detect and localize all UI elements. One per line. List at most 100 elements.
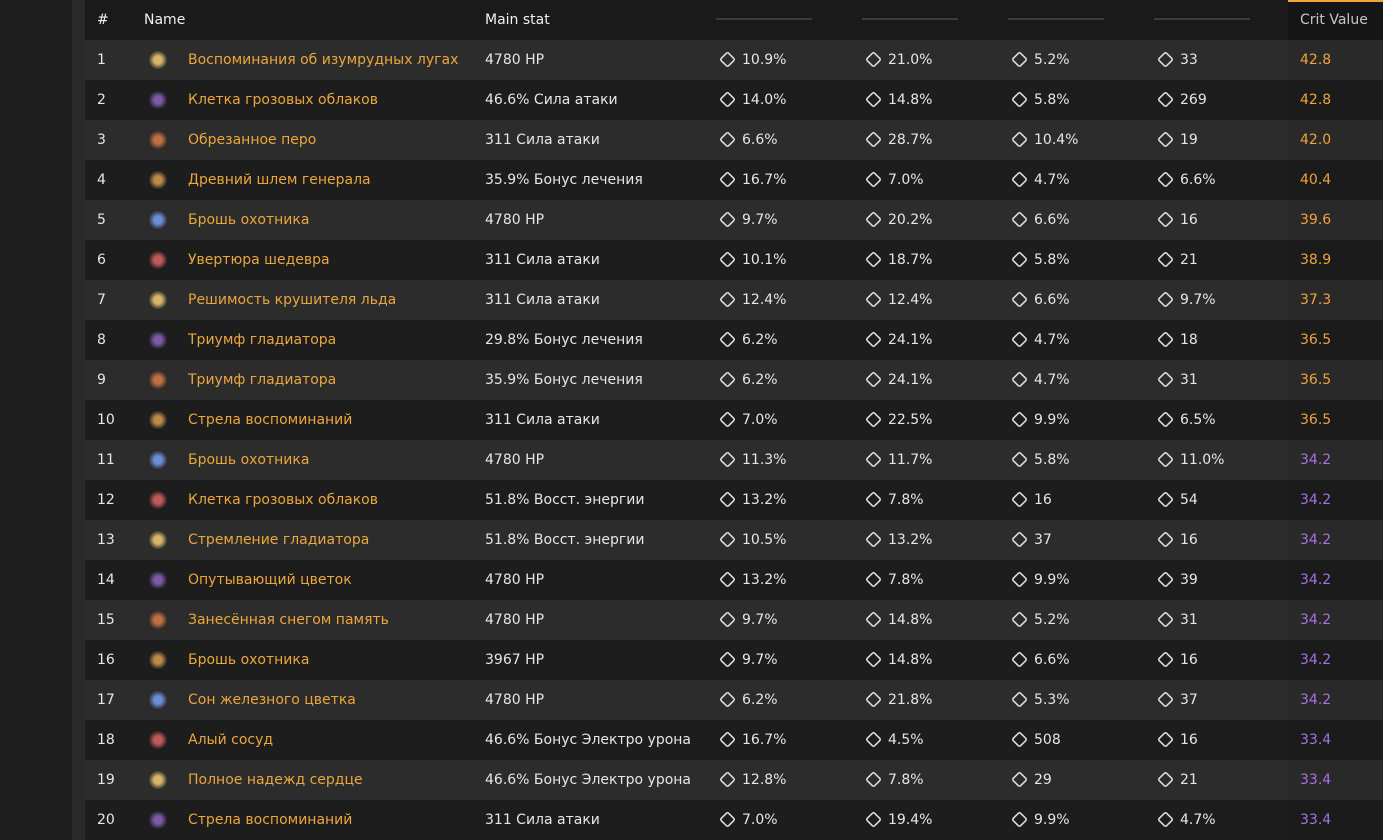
artifact-name[interactable]: Брошь охотника (188, 452, 310, 468)
artifact-name[interactable]: Воспоминания об изумрудных лугах (188, 52, 459, 68)
substat-value: 31 (1180, 612, 1198, 628)
artifact-icon (149, 771, 167, 789)
substat-value: 4.7% (1034, 332, 1070, 348)
substat-icon (1011, 131, 1028, 148)
artifact-icon (149, 811, 167, 829)
substat-value: 31 (1180, 372, 1198, 388)
artifact-icon (149, 491, 167, 509)
substat-value: 20.2% (888, 212, 933, 228)
table-row[interactable]: 2 Клетка грозовых облаков 46.6% Сила атаки… (85, 80, 1383, 120)
substat-icon (719, 691, 736, 708)
substat-icon (719, 811, 736, 828)
substat-value: 19 (1180, 132, 1198, 148)
substat-value: 37 (1034, 532, 1052, 548)
table-row[interactable]: 14 Опутывающий цветок 4780 HP 13.2% 7.8% 9.9%… (85, 560, 1383, 600)
substat-value: 13.2% (888, 532, 933, 548)
substat-icon (865, 611, 882, 628)
artifact-name[interactable]: Триумф гладиатора (188, 332, 337, 348)
substat-value: 6.6% (1034, 652, 1070, 668)
table-row[interactable]: 13 Стремление гладиатора 51.8% Восст. энер… (85, 520, 1383, 560)
substat-icon (1011, 571, 1028, 588)
substat-icon (719, 571, 736, 588)
substat-icon (1157, 611, 1174, 628)
substat-icon (865, 251, 882, 268)
artifact-icon (149, 171, 167, 189)
artifact-name[interactable]: Стрела воспоминаний (188, 812, 353, 828)
substat-value: 5.2% (1034, 52, 1070, 68)
table-row[interactable]: 8 Триумф гладиатора 29.8% Бонус лечения 6.2… (85, 320, 1383, 360)
table-row[interactable]: 15 Занесённая снегом память 4780 HP 9.7% 14.… (85, 600, 1383, 640)
crit-value: 39.6 (1300, 212, 1332, 228)
table-row[interactable]: 9 Триумф гладиатора 35.9% Бонус лечения 6.2… (85, 360, 1383, 400)
header-cv[interactable]: Crit Value (1300, 12, 1368, 28)
artifact-name[interactable]: Стрела воспоминаний (188, 412, 353, 428)
header-main[interactable]: Main stat (485, 12, 550, 28)
crit-value: 36.5 (1300, 372, 1332, 388)
artifact-name[interactable]: Увертюра шедевра (188, 252, 330, 268)
artifact-name[interactable]: Полное надежд сердце (188, 772, 363, 788)
table-row[interactable]: 1 Воспоминания об изумрудных лугах 4780 HP… (85, 40, 1383, 80)
artifact-icon (149, 51, 167, 69)
sidebar-edge (72, 0, 85, 840)
substat-value: 6.2% (742, 332, 778, 348)
crit-value: 34.2 (1300, 532, 1332, 548)
substat-value: 5.8% (1034, 252, 1070, 268)
artifact-name[interactable]: Брошь охотника (188, 212, 310, 228)
table-row[interactable]: 10 Стрела воспоминаний 311 Сила атаки 7.0% 2… (85, 400, 1383, 440)
table-row[interactable]: 7 Решимость крушителя льда 311 Сила атаки 1… (85, 280, 1383, 320)
artifact-name[interactable]: Решимость крушителя льда (188, 292, 397, 308)
substat-value: 10.5% (742, 532, 787, 548)
substat-icon (865, 651, 882, 668)
table-row[interactable]: 3 Обрезанное перо 311 Сила атаки 6.6% 28.7% 1… (85, 120, 1383, 160)
table-row[interactable]: 6 Увертюра шедевра 311 Сила атаки 10.1% 18.7… (85, 240, 1383, 280)
row-num: 7 (97, 292, 106, 308)
substat-value: 11.0% (1180, 452, 1225, 468)
table-row[interactable]: 16 Брошь охотника 3967 HP 9.7% 14.8% 6.6% 16 34… (85, 640, 1383, 680)
substat-value: 7.8% (888, 772, 924, 788)
main-stat: 35.9% Бонус лечения (485, 372, 643, 388)
artifact-name[interactable]: Клетка грозовых облаков (188, 492, 378, 508)
artifact-name[interactable]: Стремление гладиатора (188, 532, 370, 548)
table-row[interactable]: 12 Клетка грозовых облаков 51.8% Восст. эн… (85, 480, 1383, 520)
substat-icon (719, 291, 736, 308)
table-row[interactable]: 20 Стрела воспоминаний 311 Сила атаки 7.0% 1… (85, 800, 1383, 840)
substat-value: 9.9% (1034, 812, 1070, 828)
table-row[interactable]: 17 Сон железного цветка 4780 HP 6.2% 21.8% 5.… (85, 680, 1383, 720)
artifact-name[interactable]: Брошь охотника (188, 652, 310, 668)
main-stat: 51.8% Восст. энергии (485, 532, 645, 548)
artifact-name[interactable]: Древний шлем генерала (188, 172, 371, 188)
main-stat: 4780 HP (485, 452, 545, 468)
header-name[interactable]: Name (144, 12, 186, 28)
artifact-name[interactable]: Занесённая снегом память (188, 612, 389, 628)
substat-value: 39 (1180, 572, 1198, 588)
table-row[interactable]: 11 Брошь охотника 4780 HP 11.3% 11.7% 5.8% 11.… (85, 440, 1383, 480)
row-num: 15 (97, 612, 115, 628)
artifact-name[interactable]: Сон железного цветка (188, 692, 356, 708)
substat-icon (865, 771, 882, 788)
substat-icon (1011, 731, 1028, 748)
main-stat: 4780 HP (485, 612, 545, 628)
table-row[interactable]: 18 Алый сосуд 46.6% Бонус Электро урона 16.… (85, 720, 1383, 760)
table-row[interactable]: 5 Брошь охотника 4780 HP 9.7% 20.2% 6.6% 16 39.… (85, 200, 1383, 240)
substat-icon (1157, 651, 1174, 668)
substat-value: 7.8% (888, 572, 924, 588)
artifact-name[interactable]: Опутывающий цветок (188, 572, 352, 588)
table-row[interactable]: 19 Полное надежд сердце 46.6% Бонус Электр… (85, 760, 1383, 800)
substat-icon (1157, 331, 1174, 348)
main-stat: 311 Сила атаки (485, 132, 600, 148)
substat-icon (1011, 371, 1028, 388)
row-num: 14 (97, 572, 115, 588)
main-stat: 4780 HP (485, 212, 545, 228)
artifact-name[interactable]: Триумф гладиатора (188, 372, 337, 388)
artifact-name[interactable]: Клетка грозовых облаков (188, 92, 378, 108)
substat-icon (1011, 291, 1028, 308)
table-row[interactable]: 4 Древний шлем генерала 35.9% Бонус лечени… (85, 160, 1383, 200)
substat-icon (1011, 611, 1028, 628)
substat-value: 9.7% (742, 612, 778, 628)
artifact-name[interactable]: Алый сосуд (188, 732, 274, 748)
substat-icon (719, 771, 736, 788)
substat-icon (865, 531, 882, 548)
substat-value: 16.7% (742, 732, 787, 748)
sidebar (0, 0, 72, 840)
artifact-name[interactable]: Обрезанное перо (188, 132, 317, 148)
